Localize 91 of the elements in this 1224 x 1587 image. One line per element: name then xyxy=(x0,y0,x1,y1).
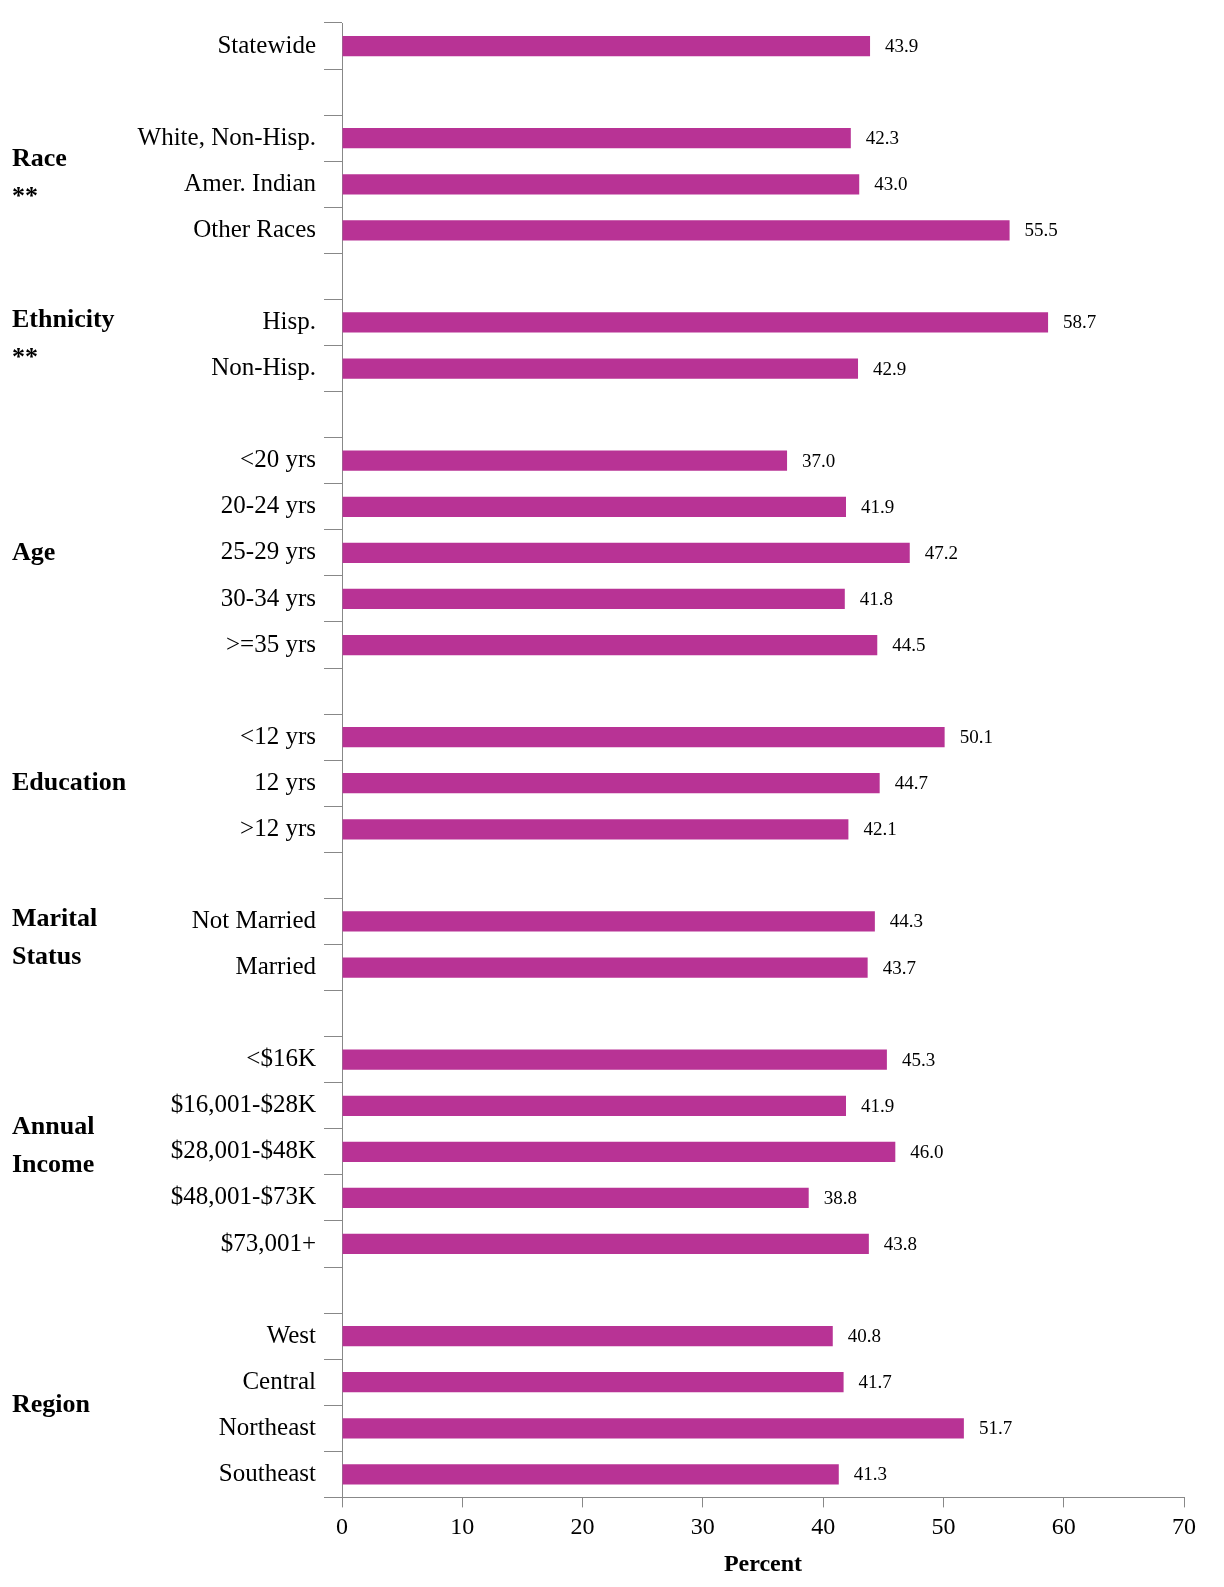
data-label: 50.1 xyxy=(959,726,993,748)
data-label: 41.8 xyxy=(859,587,894,609)
y-tick-label: Statewide xyxy=(217,30,316,58)
x-tick-label: 0 xyxy=(336,1513,348,1540)
y-tick-label: Other Races xyxy=(193,214,316,242)
bar xyxy=(342,1372,844,1393)
data-label: 41.3 xyxy=(853,1463,888,1485)
y-tick-label: White, Non-Hisp. xyxy=(137,122,316,150)
text: Marital Status xyxy=(12,903,98,971)
bar xyxy=(342,957,868,978)
bar xyxy=(342,496,846,517)
y-tick-label: <12 yrs xyxy=(240,721,316,749)
data-label: 43.8 xyxy=(883,1232,918,1254)
x-tick-label: 50 xyxy=(931,1513,956,1540)
data-label: 42.3 xyxy=(865,127,900,149)
bar xyxy=(342,1418,964,1439)
bar xyxy=(342,312,1049,333)
bar xyxy=(342,542,910,563)
bar xyxy=(342,35,871,57)
bar xyxy=(342,773,880,794)
y-tick-label: 30-34 yrs xyxy=(220,583,316,611)
y-tick-label: Northeast xyxy=(218,1412,317,1440)
bar xyxy=(342,727,945,748)
data-label: 40.8 xyxy=(847,1325,882,1347)
bar xyxy=(342,220,1010,241)
bar xyxy=(342,819,849,840)
data-label: 41.7 xyxy=(858,1371,892,1393)
x-tick-label: 20 xyxy=(570,1513,595,1540)
y-tick-label: 20-24 yrs xyxy=(220,491,316,519)
x-tick-label: 70 xyxy=(1172,1513,1196,1540)
text: Ethnicity ** xyxy=(12,304,115,372)
data-label: 44.3 xyxy=(889,910,924,932)
bar xyxy=(342,1049,887,1070)
x-tick-label: 10 xyxy=(450,1513,475,1540)
data-label: 45.3 xyxy=(901,1048,936,1070)
data-label: 44.5 xyxy=(892,634,926,655)
data-label: 46.0 xyxy=(910,1140,944,1162)
y-tick-label: Southeast xyxy=(218,1458,317,1486)
y-tick-label: Hisp. xyxy=(262,307,316,335)
x-axis-title: Percent xyxy=(723,1549,803,1576)
y-tick-label: Not Married xyxy=(191,906,317,934)
y-tick-label: $73,001+ xyxy=(220,1228,316,1256)
y-tick-label: Amer. Indian xyxy=(184,168,317,196)
text: Education xyxy=(12,766,127,796)
data-label: 41.9 xyxy=(861,495,895,517)
y-tick-label: $28,001-$48K xyxy=(170,1136,316,1164)
y-tick-label: >=35 yrs xyxy=(225,629,316,657)
bar xyxy=(342,1141,896,1162)
bar xyxy=(342,128,851,149)
y-tick-label: >12 yrs xyxy=(240,813,316,841)
bar xyxy=(342,358,859,379)
data-label: 43.0 xyxy=(874,173,908,195)
data-label: 37.0 xyxy=(802,449,836,471)
data-label: 42.1 xyxy=(863,818,897,840)
data-label: 42.9 xyxy=(873,357,907,379)
data-label: 38.8 xyxy=(823,1186,857,1208)
text: Race ** xyxy=(12,142,67,210)
x-tick-label: 60 xyxy=(1051,1513,1076,1540)
text: Age xyxy=(12,536,56,566)
y-tick-label: <$16K xyxy=(246,1044,316,1072)
bar xyxy=(342,1326,833,1347)
y-tick-label: Married xyxy=(235,952,317,980)
text: Annual Income xyxy=(12,1110,95,1178)
y-tick-label: $48,001-$73K xyxy=(170,1182,316,1210)
data-label: 43.9 xyxy=(885,35,919,57)
bar xyxy=(342,911,875,932)
bar xyxy=(342,450,788,471)
bar xyxy=(342,588,845,610)
x-tick-label: 30 xyxy=(690,1513,715,1540)
data-label: 44.7 xyxy=(894,772,928,794)
y-tick-label: 25-29 yrs xyxy=(220,537,316,565)
bar xyxy=(342,1187,809,1209)
bar xyxy=(342,634,878,656)
y-tick-label: $16,001-$28K xyxy=(170,1090,316,1118)
y-tick-label: Central xyxy=(242,1366,317,1394)
data-label: 58.7 xyxy=(1063,311,1097,333)
y-tick-label: <20 yrs xyxy=(240,445,316,473)
data-label: 43.7 xyxy=(882,956,916,978)
bar xyxy=(342,1464,839,1485)
bar xyxy=(342,1233,869,1255)
y-tick-label: West xyxy=(266,1320,317,1348)
y-tick-label: 12 yrs xyxy=(254,767,316,795)
data-label: 41.9 xyxy=(861,1094,895,1116)
bar xyxy=(342,1095,846,1116)
data-label: 55.5 xyxy=(1024,219,1058,241)
data-label: 47.2 xyxy=(924,541,958,563)
x-tick-label: 40 xyxy=(811,1513,836,1540)
y-tick-label: Non-Hisp. xyxy=(211,353,316,381)
bar xyxy=(342,174,860,195)
text: Region xyxy=(12,1388,91,1418)
data-label: 51.7 xyxy=(978,1417,1013,1439)
